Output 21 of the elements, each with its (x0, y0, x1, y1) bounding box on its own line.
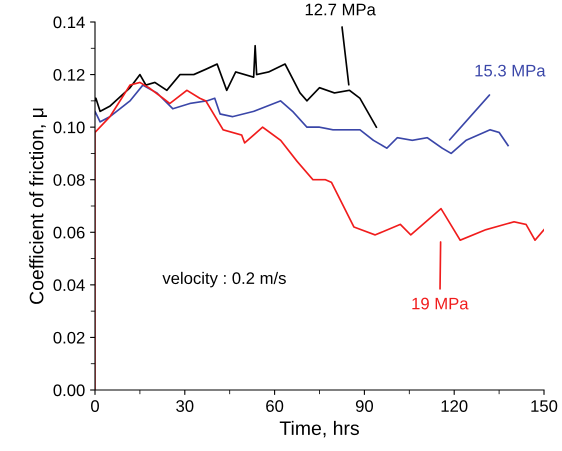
x-tick-label: 30 (176, 400, 194, 412)
y-axis-title: Coefficient of friction, μ (29, 108, 47, 304)
line-series (95, 84, 509, 154)
y-tick-label: 0.12 (53, 68, 84, 81)
x-axis-title: Time, hrs (280, 420, 359, 438)
y-tick-label: 0.10 (53, 122, 85, 134)
x-tick-label: 90 (356, 400, 374, 412)
x-tick-label: 60 (266, 400, 284, 412)
x-tick-label: 150 (531, 400, 558, 412)
text: 12.7 MPa (306, 4, 376, 16)
y-tick-label: 0.00 (53, 384, 85, 396)
y-tick-label: 0.02 (53, 332, 84, 344)
y-tick-label: 0.14 (53, 16, 85, 28)
y-tick-label: 0.04 (53, 279, 85, 292)
text: 19 MPa (412, 298, 469, 310)
x-tick-label: 0 (91, 400, 99, 412)
annotation: velocity : 0.2 m/s (162, 272, 286, 288)
x-tick-label: 120 (442, 400, 468, 412)
text: 15.3 MPa (475, 64, 546, 77)
y-tick-label: 0.06 (53, 226, 85, 238)
y-tick-label: 0.08 (53, 174, 85, 186)
